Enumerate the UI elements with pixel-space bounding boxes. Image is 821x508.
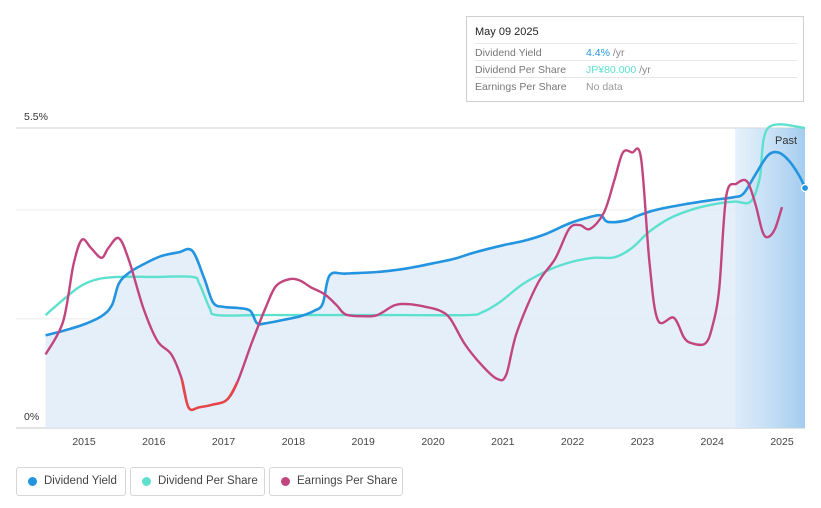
x-tick-label: 2024 (701, 436, 725, 448)
x-tick-label: 2016 (142, 436, 166, 448)
x-tick-label: 2023 (631, 436, 655, 448)
x-tick-label: 2015 (72, 436, 96, 448)
dividend-yield-area (45, 152, 806, 428)
legend-dot-icon (28, 477, 37, 486)
line-layer (44, 123, 806, 412)
legend-earnings-per-share[interactable]: Earnings Per Share (269, 467, 403, 496)
earnings-per-share-line (44, 147, 784, 412)
dividend-per-share-line (44, 123, 806, 317)
tooltip-date: May 09 2025 (475, 26, 539, 38)
tooltip-row-earnings-per-share: Earnings Per Share No data (475, 77, 797, 95)
tooltip-label: Dividend Yield (475, 47, 542, 59)
tooltip-value: JP¥80.000 /yr (586, 64, 651, 76)
earnings-per-share-low-segment (180, 378, 239, 412)
tooltip-label: Earnings Per Share (475, 81, 567, 93)
x-tick-label: 2022 (561, 436, 585, 448)
x-tick-label: 2021 (491, 436, 515, 448)
legend-dividend-per-share[interactable]: Dividend Per Share (130, 467, 265, 496)
x-tick-label: 2017 (212, 436, 236, 448)
axis-layer: 0% 5.5% 2015 2016 2017 2018 2019 2020 2021 2022 20… (24, 111, 810, 448)
dividend-yield-line (45, 150, 806, 337)
tooltip-label: Dividend Per Share (475, 64, 567, 76)
legend-dividend-yield[interactable]: Dividend Yield (16, 467, 126, 496)
legend-label: Dividend Per Share (158, 475, 258, 487)
legend-dot-icon (281, 477, 290, 486)
tooltip: May 09 2025 Dividend Yield 4.4% /yr Divi… (466, 16, 804, 102)
past-layer: Past (735, 128, 805, 428)
past-region (735, 128, 805, 428)
x-tick-label: 2025 (770, 436, 794, 448)
legend-dot-icon (142, 477, 151, 486)
tooltip-row-dividend-per-share: Dividend Per Share JP¥80.000 /yr (475, 60, 797, 78)
x-tick-label: 2020 (421, 436, 445, 448)
tooltip-unit: /yr (636, 64, 651, 76)
legend-label: Dividend Yield (44, 475, 117, 487)
tooltip-row-dividend-yield: Dividend Yield 4.4% /yr (475, 43, 797, 61)
tooltip-unit: /yr (609, 47, 625, 59)
y-tick-label: 0% (24, 411, 39, 423)
tooltip-number: JP¥80.000 (586, 64, 637, 76)
y-tick-label: 5.5% (24, 111, 48, 123)
dividend-yield-endpoint (800, 183, 810, 193)
tooltip-value: No data (586, 81, 623, 93)
x-tick-label: 2019 (352, 436, 376, 448)
x-tick-label: 2018 (282, 436, 306, 448)
legend-label: Earnings Per Share (297, 475, 398, 487)
tooltip-value: 4.4% /yr (586, 47, 625, 59)
area-layer (45, 152, 806, 428)
tooltip-number: 4.4% (586, 47, 610, 59)
past-label: Past (775, 135, 797, 147)
